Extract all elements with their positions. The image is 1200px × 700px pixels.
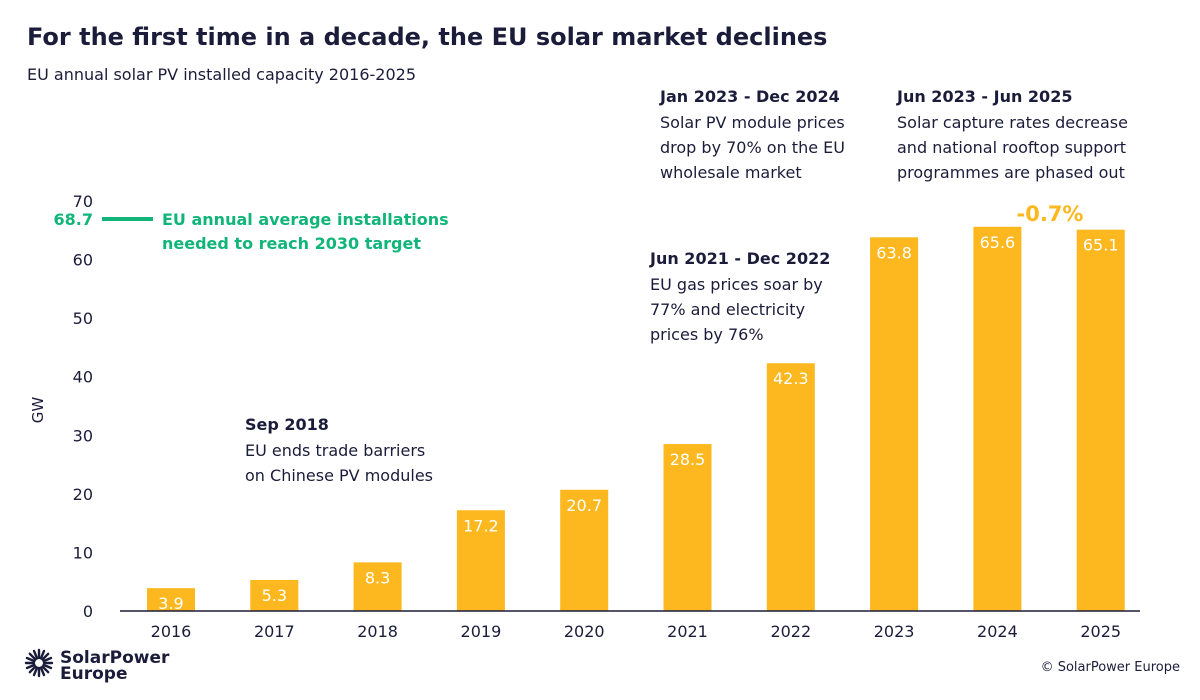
bar-value-label: 42.3 [773,369,809,388]
x-tick-label: 2025 [1080,622,1121,641]
annotation-text: Solar PV module prices [660,113,845,132]
annotation-heading: Jan 2023 - Dec 2024 [659,87,840,106]
y-tick-label: 50 [73,309,93,328]
bar-value-label: 65.6 [980,233,1016,252]
bar-value-label: 65.1 [1083,236,1119,255]
bar-2024 [973,226,1022,611]
annotation-text: and national rooftop support [897,138,1126,157]
y-tick-label: 0 [83,602,93,621]
y-tick-label: 10 [73,543,93,562]
chart-title: For the first time in a decade, the EU s… [27,23,827,51]
logo-line2: Europe [60,664,127,684]
x-tick-label: 2023 [874,622,915,641]
x-tick-label: 2018 [357,622,398,641]
x-tick-label: 2017 [254,622,295,641]
annotation-heading: Jun 2023 - Jun 2025 [896,87,1072,106]
annotation-text: 77% and electricity [650,300,805,319]
bar-2023 [870,237,919,612]
chart-subtitle: EU annual solar PV installed capacity 20… [27,65,416,84]
reference-text-line1: EU annual average installations [162,210,449,229]
y-tick-label: 60 [73,251,93,270]
x-tick-label: 2019 [461,622,502,641]
bar-value-label: 8.3 [365,568,390,587]
x-tick-label: 2024 [977,622,1018,641]
y-tick-label: 20 [73,485,93,504]
y-tick-label: 40 [73,368,93,387]
annotation-heading: Sep 2018 [245,415,329,434]
bar-2020 [560,489,609,611]
annotation-text: Solar capture rates decrease [897,113,1128,132]
bar-value-label: 20.7 [566,496,602,515]
solarpower-europe-logo [24,648,54,678]
bar-2019 [456,510,505,611]
annotation-text: on Chinese PV modules [245,466,433,485]
bar-2025 [1076,229,1125,611]
logo-line1: SolarPower [60,648,170,668]
sun-icon [24,648,54,678]
x-tick-label: 2022 [770,622,811,641]
change-label: -0.7% [1017,202,1084,226]
x-tick-label: 2016 [151,622,192,641]
bar-2021 [663,444,712,611]
bar-value-label: 17.2 [463,516,499,535]
bar-2022 [766,363,815,611]
bar-value-label: 63.8 [876,243,912,262]
reference-value-label: 68.7 [54,210,93,229]
annotation-text: drop by 70% on the EU [660,138,845,157]
annotation-text: EU ends trade barriers [245,441,425,460]
copyright: © SolarPower Europe [1041,660,1180,675]
bar-2018 [353,562,402,611]
bar-value-label: 5.3 [262,586,287,605]
bar-value-label: 3.9 [158,594,183,613]
y-axis-label: GW [29,397,47,424]
annotation-text: wholesale market [660,163,802,182]
bar-value-label: 28.5 [670,450,706,469]
reference-text-line2: needed to reach 2030 target [162,234,421,253]
annotation-text: prices by 76% [650,325,764,344]
annotation-text: EU gas prices soar by [650,275,823,294]
x-tick-label: 2020 [564,622,605,641]
bar-2017 [250,579,299,611]
y-tick-label: 70 [73,192,93,211]
y-tick-label: 30 [73,426,93,445]
bar-2016 [147,588,195,611]
annotation-text: programmes are phased out [897,163,1125,182]
annotation-heading: Jun 2021 - Dec 2022 [649,249,830,268]
x-tick-label: 2021 [667,622,708,641]
